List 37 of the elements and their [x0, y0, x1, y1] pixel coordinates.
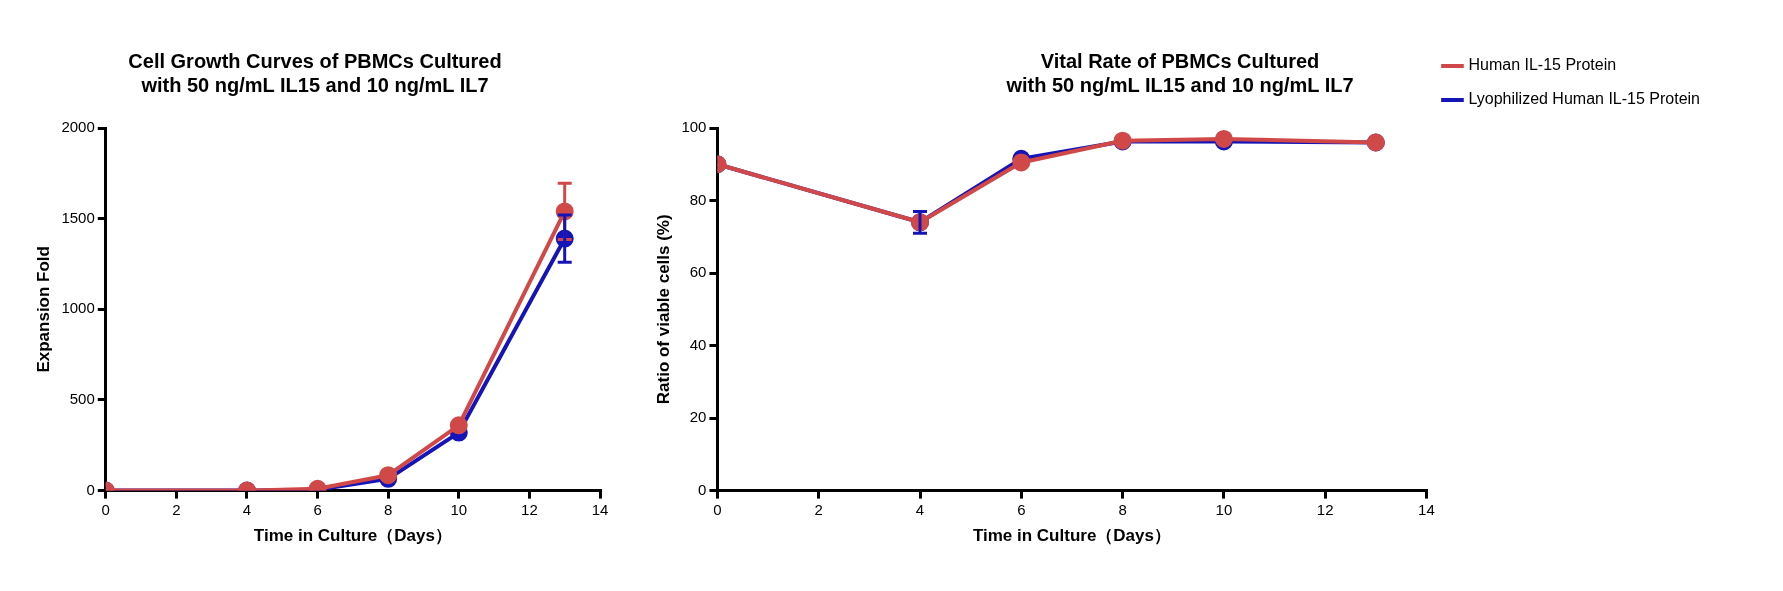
text: Vital Rate of PBMCs Cultured	[1040, 49, 1320, 72]
y-tick-label: 500	[69, 390, 95, 408]
y-axis-title: Expansion Fold	[33, 246, 53, 373]
x-tick-label: 12	[1316, 500, 1334, 518]
x-tick-label: 4	[242, 500, 252, 518]
x-tick-label: 0	[713, 500, 722, 518]
x-tick-label: 8	[384, 500, 393, 518]
x-tick-label: 2	[814, 500, 823, 518]
x-tick-label: 14	[591, 500, 609, 518]
x-axis-title: Time in Culture（Days）	[972, 526, 1171, 546]
x-axis-title: Time in Culture（Days）	[253, 526, 452, 546]
x-tick-label: 12	[521, 500, 538, 518]
x-tick-label: 10	[1215, 500, 1233, 518]
y-tick-label: 100	[681, 118, 707, 136]
y-tick-label: 0	[698, 480, 707, 498]
y-tick-label: 40	[689, 335, 707, 353]
x-tick-label: 4	[915, 500, 925, 518]
x-tick-label: 6	[1017, 500, 1026, 518]
text: Cell Growth Curves of PBMCs Cultured	[128, 49, 502, 72]
y-axis-title: Ratio of viable cells (%)	[653, 214, 673, 405]
x-tick-label: 14	[1418, 500, 1435, 518]
x-tick-label: 6	[313, 500, 322, 518]
y-tick-label: 1000	[61, 299, 95, 317]
x-tick-label: 8	[1118, 500, 1127, 518]
x-tick-label: 10	[450, 500, 468, 518]
y-tick-label: 20	[689, 408, 707, 426]
text: with 50 ng/mL IL15 and 10 ng/mL IL7	[141, 73, 489, 96]
text: with 50 ng/mL IL15 and 10 ng/mL IL7	[1006, 73, 1354, 96]
y-tick-label: 80	[689, 190, 707, 208]
legend-label: Human IL-15 Protein	[1468, 56, 1617, 74]
y-tick-label: 2000	[61, 118, 95, 136]
y-tick-label: 0	[86, 480, 95, 498]
x-tick-label: 0	[101, 500, 110, 518]
y-tick-label: 60	[689, 263, 707, 281]
y-tick-label: 1500	[61, 208, 95, 226]
legend-label: Lyophilized Human IL-15 Protein	[1468, 90, 1701, 108]
x-tick-label: 2	[172, 500, 181, 518]
